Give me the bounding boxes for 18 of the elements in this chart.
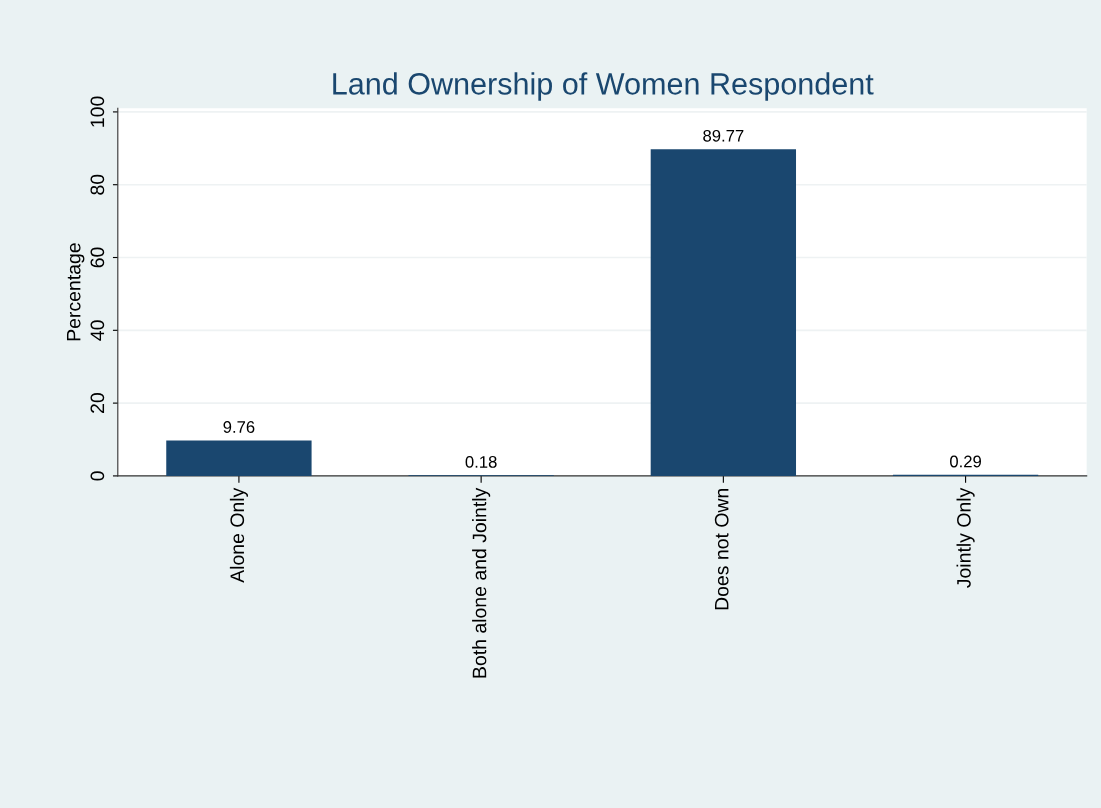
x-tick-label: Does not Own <box>714 488 729 610</box>
x-tick-label: Jointly Only <box>956 487 975 588</box>
y-axis-title: Percentage <box>66 243 85 341</box>
y-tick-label: 0 <box>90 471 105 481</box>
y-tick-label: 80 <box>90 174 105 195</box>
x-tick-label: Alone Only <box>229 487 248 583</box>
x-tick-label: Both alone and Jointly <box>472 487 491 678</box>
y-tick-label: 100 <box>90 96 105 127</box>
chart-title: Land Ownership of Women Respondent <box>333 72 874 101</box>
y-tick-label: 60 <box>90 247 105 268</box>
bar <box>650 149 797 476</box>
y-tick-label: 40 <box>90 320 105 341</box>
data-label: 89.77 <box>703 129 744 142</box>
data-label: 0.18 <box>465 455 497 468</box>
bar <box>166 440 312 476</box>
data-label: 0.29 <box>950 455 982 468</box>
data-label: 9.76 <box>223 421 255 433</box>
y-tick-label: 20 <box>90 393 105 413</box>
